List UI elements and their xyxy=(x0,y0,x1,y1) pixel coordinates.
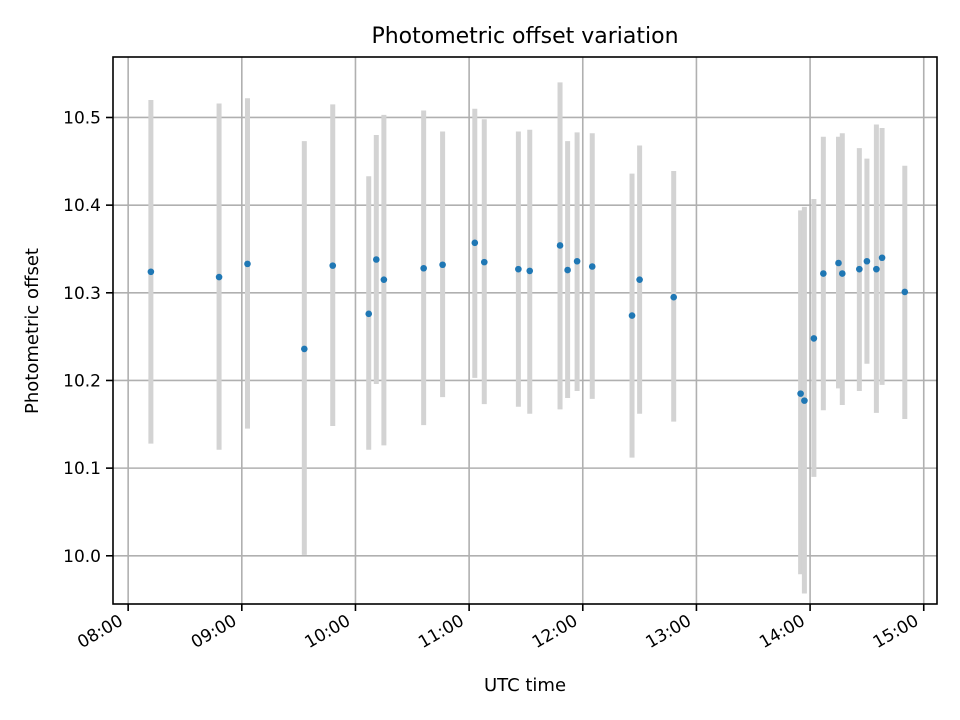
data-point xyxy=(556,242,564,249)
plot-frame xyxy=(112,56,938,605)
data-point xyxy=(873,265,880,273)
data-point xyxy=(588,263,596,270)
data-point xyxy=(301,345,308,353)
data-point xyxy=(215,273,223,281)
data-point xyxy=(863,257,871,265)
data-point xyxy=(628,312,636,319)
data-points xyxy=(147,239,909,404)
data-point xyxy=(439,261,446,269)
y-tick-label: 10.4 xyxy=(63,196,101,216)
y-tick-label: 10.2 xyxy=(63,371,101,391)
data-point xyxy=(244,260,251,268)
data-point xyxy=(373,256,380,263)
data-point xyxy=(471,239,479,247)
data-point xyxy=(801,397,808,404)
data-point xyxy=(515,265,522,273)
x-axis-label: UTC time xyxy=(484,675,566,696)
data-point xyxy=(380,276,388,283)
data-point xyxy=(420,264,427,272)
data-point xyxy=(573,257,581,265)
data-point xyxy=(147,268,155,276)
data-point xyxy=(820,270,827,277)
data-point xyxy=(878,254,886,262)
data-point xyxy=(564,266,571,274)
data-point xyxy=(365,310,373,318)
data-point xyxy=(329,262,337,269)
data-point xyxy=(838,270,846,277)
data-point xyxy=(480,258,488,266)
y-tick-label: 10.1 xyxy=(63,459,101,479)
y-tick-label: 10.5 xyxy=(63,108,101,128)
data-point xyxy=(670,293,677,301)
data-point xyxy=(856,265,863,273)
data-point xyxy=(835,259,842,267)
data-point xyxy=(797,390,804,397)
y-tick-label: 10.0 xyxy=(63,547,101,567)
data-point xyxy=(526,267,534,275)
y-tick-label: 10.3 xyxy=(63,284,101,304)
data-point xyxy=(901,288,909,296)
data-point xyxy=(636,276,643,283)
data-point xyxy=(810,335,818,342)
chart-title: Photometric offset variation xyxy=(371,24,678,49)
y-axis-label: Photometric offset xyxy=(22,248,43,414)
